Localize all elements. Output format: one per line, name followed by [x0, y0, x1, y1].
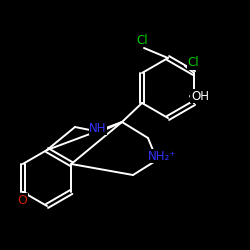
Text: Cl: Cl — [136, 34, 148, 46]
Text: OH: OH — [191, 90, 209, 102]
Text: Cl: Cl — [187, 56, 199, 70]
Text: NH₂⁺: NH₂⁺ — [148, 150, 176, 162]
Text: O: O — [17, 194, 27, 206]
Text: NH: NH — [89, 122, 107, 134]
